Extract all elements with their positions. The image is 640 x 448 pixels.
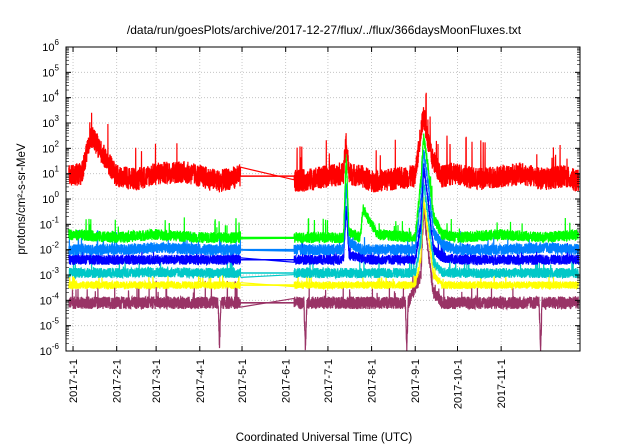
y-tick-label: 10-4 <box>40 291 60 307</box>
series-line <box>240 149 580 257</box>
x-tick-label: 2017-11-1 <box>496 359 508 408</box>
y-tick-label: 101 <box>42 165 59 181</box>
series-line <box>240 133 580 245</box>
series-line <box>68 255 242 280</box>
y-tick-label: 100 <box>42 190 59 206</box>
x-tick-label: 2017-8-1 <box>367 359 379 403</box>
y-axis-label: protons/cm²-s-sr-MeV <box>16 143 28 255</box>
series-line <box>68 280 242 349</box>
series-line <box>68 217 242 244</box>
x-tick-label: 2017-6-1 <box>281 359 293 403</box>
y-tick-label: 105 <box>42 63 59 79</box>
y-tick-label: 10-2 <box>40 241 60 257</box>
chart-title: /data/run/goesPlots/archive/2017-12-27/f… <box>127 23 522 37</box>
x-tick-label: 2017-4-1 <box>195 359 207 403</box>
plot-area <box>68 92 580 352</box>
series-line <box>68 112 242 193</box>
series-line <box>240 182 580 280</box>
x-tick-label: 2017-9-1 <box>410 359 422 403</box>
y-tick-label: 10-5 <box>40 317 60 333</box>
series-line <box>68 243 242 267</box>
x-tick-label: 2017-1-1 <box>68 359 80 403</box>
series-line <box>240 163 580 267</box>
series-line <box>240 92 580 193</box>
x-axis: 2017-1-1 2017-2-1 2017-3-1 2017-4-1 2017-5-1… <box>68 47 508 409</box>
x-tick-label: 2017-5-1 <box>237 359 249 403</box>
y-tick-label: 104 <box>42 89 59 105</box>
series-line <box>68 271 242 291</box>
series-line <box>68 230 242 257</box>
series-line <box>240 204 580 352</box>
y-tick-label: 103 <box>42 114 59 130</box>
y-tick-label: 10-1 <box>40 215 60 231</box>
x-tick-label: 2017-7-1 <box>323 359 335 403</box>
y-tick-label: 10-3 <box>40 266 60 282</box>
x-axis-label: Coordinated Universal Time (UTC) <box>236 432 413 444</box>
y-tick-label: 106 <box>42 38 59 54</box>
series-line <box>240 197 580 291</box>
x-tick-label: 2017-10-1 <box>452 359 464 409</box>
x-tick-label: 2017-2-1 <box>112 359 124 403</box>
x-tick-label: 2017-3-1 <box>151 359 163 403</box>
y-tick-label: 102 <box>42 139 59 155</box>
y-tick-label: 10-6 <box>40 342 60 358</box>
y-axis: 10-6 10-5 10-4 10-3 10-2 10-1 100 101 102 103 104 1… <box>40 38 580 358</box>
